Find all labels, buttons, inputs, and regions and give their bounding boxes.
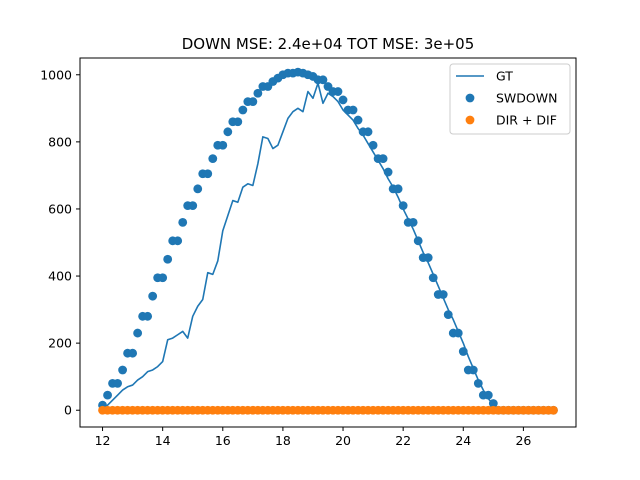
point-swdown xyxy=(208,154,218,164)
y-tick-label: 400 xyxy=(48,269,72,284)
point-swdown xyxy=(203,169,213,179)
point-swdown xyxy=(193,184,203,194)
x-tick-label: 20 xyxy=(335,433,351,448)
point-swdown xyxy=(473,378,483,388)
point-swdown xyxy=(188,201,198,211)
point-swdown xyxy=(173,236,183,246)
point-swdown xyxy=(413,236,423,246)
point-swdown xyxy=(253,88,263,98)
point-swdown xyxy=(458,347,468,356)
y-tick-label: 0 xyxy=(64,403,72,418)
point-swdown xyxy=(338,95,348,105)
point-swdown xyxy=(393,184,403,194)
point-swdown xyxy=(148,291,158,301)
series-layer xyxy=(98,67,558,415)
y-tick-label: 1000 xyxy=(40,67,72,82)
point-swdown xyxy=(398,201,408,211)
point-swdown xyxy=(483,390,493,400)
axes-layer: 12 14 16 18 20 22 24 26 0 200 400 600 800 1000 xyxy=(40,57,577,448)
legend-label-swdown: SWDOWN xyxy=(496,91,557,106)
point-swdown xyxy=(178,217,188,227)
y-tick-label: 200 xyxy=(48,336,72,351)
point-swdown xyxy=(468,365,478,375)
x-tick-label: 22 xyxy=(395,433,411,448)
point-swdown xyxy=(378,154,388,164)
point-swdown xyxy=(158,273,168,283)
point-swdown xyxy=(218,140,228,150)
point-swdown xyxy=(438,290,448,299)
plot-area xyxy=(98,67,558,415)
point-swdown xyxy=(488,399,498,408)
point-swdown xyxy=(133,328,143,338)
y-tick-label: 600 xyxy=(48,201,72,216)
point-swdown xyxy=(383,167,393,177)
legend-box xyxy=(449,63,571,135)
point-swdown xyxy=(443,310,453,320)
x-tick-label: 12 xyxy=(95,433,111,448)
point-swdown xyxy=(128,348,138,358)
legend: GT SWDOWN DIR + DIF xyxy=(449,63,571,135)
point-swdown xyxy=(113,378,122,388)
point-swdown xyxy=(423,253,433,262)
point-swdown xyxy=(163,254,173,264)
point-swdown xyxy=(233,117,243,127)
point-swdown xyxy=(408,217,418,227)
point-swdown xyxy=(318,75,328,85)
point-swdown xyxy=(368,140,378,150)
legend-swatch-dir-dif xyxy=(465,115,475,125)
point-dir-dif xyxy=(549,405,558,415)
point-swdown xyxy=(428,273,438,283)
axes-frame xyxy=(79,57,577,428)
series-dir-dif xyxy=(98,405,558,415)
y-tick-label: 800 xyxy=(48,134,72,149)
point-swdown xyxy=(348,105,358,115)
point-swdown xyxy=(363,127,373,137)
point-swdown xyxy=(453,328,463,338)
point-swdown xyxy=(103,390,112,400)
point-swdown xyxy=(223,127,233,137)
point-swdown xyxy=(353,115,363,125)
point-swdown xyxy=(118,365,127,375)
point-swdown xyxy=(248,97,258,107)
x-tick-label: 24 xyxy=(455,433,471,448)
legend-label-gt: GT xyxy=(496,69,513,84)
point-swdown xyxy=(238,105,248,115)
x-tick-label: 26 xyxy=(515,433,531,448)
point-swdown xyxy=(333,87,343,96)
x-tick-label: 18 xyxy=(275,433,291,448)
point-swdown xyxy=(143,311,153,321)
x-tick-label: 16 xyxy=(215,433,231,448)
chart-title: DOWN MSE: 2.4e+04 TOT MSE: 3e+05 xyxy=(182,35,475,53)
x-tick-label: 14 xyxy=(155,433,171,448)
legend-swatch-swdown xyxy=(465,93,475,103)
legend-label-dir-dif: DIR + DIF xyxy=(496,113,557,128)
